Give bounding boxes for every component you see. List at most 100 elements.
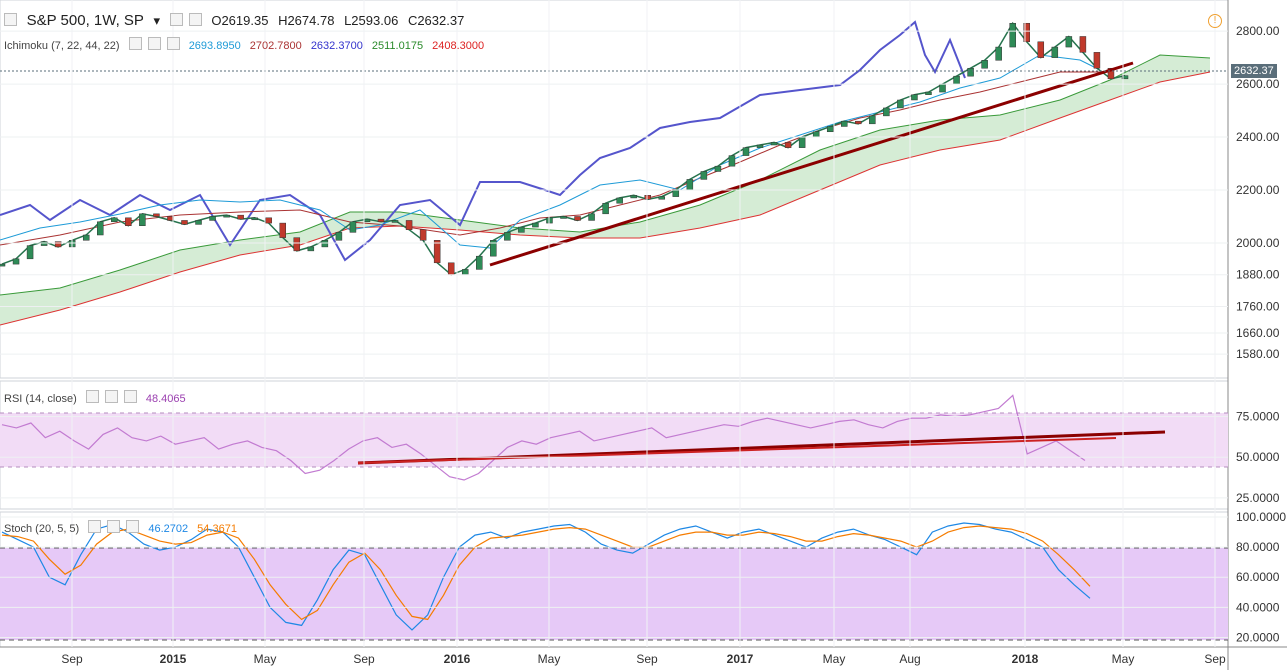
rsi-trendline-2: [357, 437, 1117, 464]
ichimoku-tenkan: [0, 54, 1101, 249]
stoch-y-tick-label: 40.0000: [1236, 600, 1280, 614]
candle: [855, 120, 862, 125]
ichimoku-kijun: [0, 71, 1100, 246]
rsi-label[interactable]: RSI (14, close): [4, 393, 77, 405]
ichimoku-span-b: [0, 71, 1211, 326]
ichimoku-value-4: 2408.3000: [432, 40, 485, 52]
x-tick-label: Sep: [636, 652, 658, 666]
candle: [153, 213, 160, 217]
gear-icon[interactable]: [188, 13, 202, 26]
rsi-y-tick-label: 50.0000: [1236, 450, 1280, 464]
x-tick-label: May: [1112, 652, 1135, 666]
eye-icon[interactable]: [85, 390, 99, 403]
candle: [602, 202, 609, 215]
candle: [97, 221, 104, 236]
candle: [1037, 41, 1045, 58]
candle: [588, 213, 595, 221]
candle: [251, 217, 258, 221]
close-icon[interactable]: [166, 37, 180, 50]
candle: [490, 240, 497, 257]
close-icon[interactable]: [123, 390, 137, 403]
candle: [265, 217, 272, 224]
candle: [1121, 75, 1129, 80]
candle: [897, 99, 904, 109]
x-tick-label: Sep: [1204, 652, 1226, 666]
ohlc-open: O2619.35: [211, 13, 269, 28]
candle: [841, 120, 848, 127]
candle: [953, 75, 960, 85]
x-tick-label: Sep: [353, 652, 375, 666]
eye-icon[interactable]: [88, 520, 102, 533]
price-y-tick-label: 2800.00: [1236, 24, 1280, 38]
candle: [883, 107, 890, 117]
ichimoku-legend: Ichimoku (7, 22, 44, 22) 2693.8950 2702.…: [4, 37, 490, 52]
ichimoku-label[interactable]: Ichimoku (7, 22, 44, 22): [4, 40, 120, 52]
symbol-title[interactable]: S&P 500, 1W, SP: [26, 12, 144, 29]
ichimoku-value-0: 2693.8950: [188, 40, 241, 52]
rsi-y-tick-label: 75.0000: [1236, 410, 1280, 424]
ichimoku-lagging-span: [0, 20, 966, 262]
candle: [40, 241, 48, 246]
price-y-tick-label: 1760.00: [1236, 299, 1280, 313]
x-tick-label: Sep: [61, 652, 83, 666]
stoch-series: [1, 522, 1091, 631]
candle: [532, 222, 539, 228]
candle: [26, 245, 34, 260]
candle: [574, 216, 581, 221]
candle: [321, 240, 329, 248]
candle: [447, 262, 455, 275]
stoch-series-line-1: [1, 525, 1091, 621]
candle: [967, 67, 974, 77]
candle: [125, 217, 132, 226]
candle: [307, 246, 315, 252]
candle: [419, 229, 427, 241]
x-tick-label: 2015: [160, 652, 187, 666]
collapse-icon[interactable]: [4, 13, 17, 26]
candle: [798, 136, 806, 148]
eye-icon[interactable]: [128, 37, 142, 50]
candle: [195, 220, 202, 225]
candle: [869, 115, 876, 125]
alert-icon[interactable]: !: [1208, 14, 1222, 28]
candle: [770, 142, 778, 146]
candle: [925, 91, 932, 95]
symbol-header: S&P 500, 1W, SP ▾ O2619.35 H2674.78 L259…: [4, 12, 470, 29]
candle: [391, 220, 399, 223]
price-y-tick-label: 1660.00: [1236, 326, 1280, 340]
candle: [237, 214, 244, 220]
gear-icon[interactable]: [147, 37, 161, 50]
candle: [1051, 46, 1059, 58]
close-icon[interactable]: [126, 520, 140, 533]
dropdown-caret-icon[interactable]: ▾: [153, 13, 161, 28]
price-y-tick-label: 2200.00: [1236, 183, 1280, 197]
candle: [658, 196, 666, 200]
stoch-label[interactable]: Stoch (20, 5, 5): [4, 523, 80, 535]
candle: [1009, 22, 1016, 48]
stoch-k-value: 46.2702: [148, 523, 189, 535]
ichimoku-value-3: 2511.0175: [371, 40, 424, 52]
stoch-y-tick-label: 80.0000: [1236, 540, 1280, 554]
candle: [672, 189, 680, 197]
candle: [209, 216, 216, 221]
candle: [1107, 67, 1115, 80]
candle: [476, 255, 483, 270]
x-tick-label: May: [538, 652, 561, 666]
price-y-tick-label: 1580.00: [1236, 347, 1280, 361]
stoch-y-tick-label: 20.0000: [1236, 630, 1280, 644]
x-tick-label: 2018: [1012, 652, 1039, 666]
stoch-y-tick-label: 60.0000: [1236, 570, 1280, 584]
candle: [433, 240, 441, 264]
rsi-value: 48.4065: [145, 393, 186, 405]
ichimoku-value-2: 2632.3700: [310, 40, 363, 52]
price-series: [0, 21, 1129, 276]
candle: [139, 213, 146, 226]
ohlc-low: L2593.06: [344, 13, 399, 28]
gear-icon[interactable]: [107, 520, 121, 533]
candle: [686, 179, 694, 191]
eye-icon[interactable]: [169, 13, 183, 26]
gear-icon[interactable]: [104, 390, 118, 403]
candle: [981, 60, 988, 69]
candle: [939, 83, 946, 93]
